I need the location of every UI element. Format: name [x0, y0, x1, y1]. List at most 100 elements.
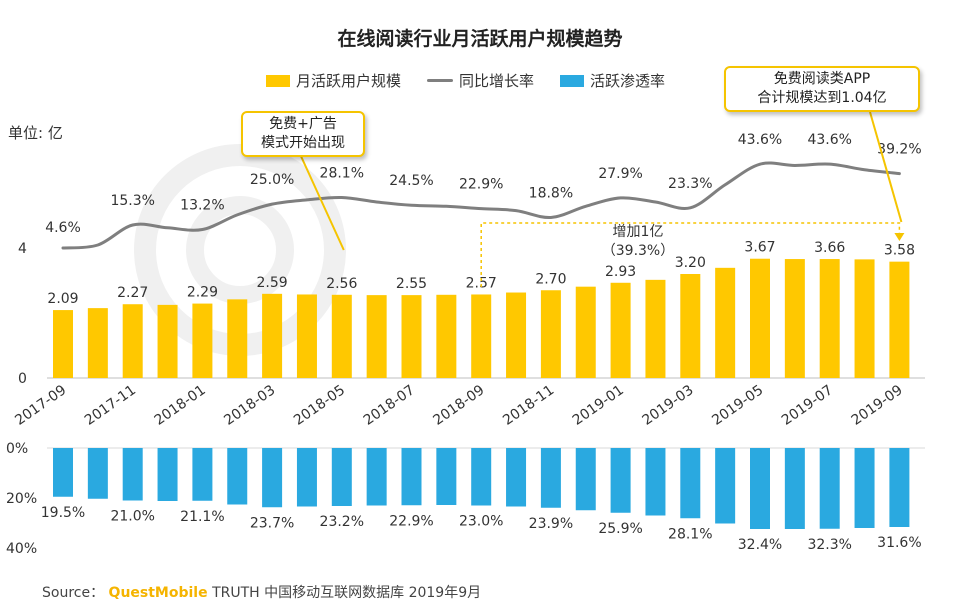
mau-bar: [540, 290, 561, 378]
penetration-bar: [645, 448, 666, 516]
mau-bar: [715, 267, 736, 378]
penetration-bar-label: 32.3%: [807, 537, 851, 553]
yoy-point-label: 25.0%: [250, 172, 294, 188]
penetration-bar: [401, 448, 422, 506]
yoy-point-label: 43.6%: [738, 132, 782, 148]
penetration-bar: [366, 448, 387, 506]
mau-bar: [122, 304, 143, 378]
penetration-bar-label: 25.9%: [598, 521, 642, 537]
x-tick-label: 2018-05: [291, 382, 348, 429]
y-tick-label: 0: [18, 371, 27, 387]
mau-bar-label: 2.93: [605, 264, 636, 280]
penetration-bar: [506, 448, 527, 507]
penetration-bar: [784, 448, 805, 529]
yoy-point-label: 43.6%: [807, 132, 851, 148]
penetration-bar: [53, 448, 73, 497]
mau-bar-label: 3.58: [884, 243, 915, 259]
penetration-bar: [575, 448, 596, 511]
source-prefix: Source：: [42, 585, 105, 601]
mau-bar: [784, 259, 805, 378]
mau-bar: [262, 293, 283, 378]
yoy-point-label: 22.9%: [459, 177, 503, 193]
unit-label: 单位: 亿: [8, 124, 63, 142]
mau-bar-label: 2.27: [117, 285, 148, 301]
yoy-point-label: 39.2%: [877, 142, 921, 158]
penetration-bar-label: 28.1%: [668, 526, 712, 542]
callout-free-ad-pointer: [299, 153, 345, 251]
x-tick-label: 2019-01: [570, 382, 627, 429]
x-tick-label: 2018-07: [361, 382, 418, 429]
penetration-tick-label: 20%: [6, 491, 37, 507]
x-tick-label: 2019-09: [849, 382, 906, 429]
increase-annotation: 增加1亿 （39.3%）: [583, 223, 693, 261]
callout-free-app-line1: 免费阅读类APP: [773, 71, 871, 87]
penetration-bar-label: 21.1%: [180, 509, 224, 525]
penetration-bar: [192, 448, 213, 501]
source-suffix: TRUTH 中国移动互联网数据库 2019年9月: [212, 585, 482, 601]
legend-swatch-penetration: [560, 74, 585, 87]
penetration-tick-label: 40%: [6, 541, 37, 557]
mau-bar: [471, 294, 492, 378]
penetration-bar: [889, 448, 910, 527]
mau-bar: [506, 292, 527, 378]
legend-item-mau: 月活跃用户规模: [266, 70, 401, 91]
penetration-bar: [854, 448, 875, 528]
chart-title: 在线阅读行业月活跃用户规模趋势: [337, 28, 623, 50]
mau-bar: [436, 294, 457, 378]
penetration-bar-label: 23.9%: [529, 516, 573, 532]
mau-bar: [680, 274, 701, 378]
yoy-point-label: 24.5%: [389, 173, 433, 189]
penetration-bar-label: 23.0%: [459, 514, 503, 530]
x-tick-label: 2018-03: [221, 382, 278, 429]
source-brand: QuestMobile: [108, 585, 208, 601]
mau-bar-label: 2.57: [466, 275, 497, 291]
yoy-point-label: 13.2%: [180, 198, 224, 214]
legend-label-penetration: 活跃渗透率: [590, 72, 666, 90]
increase-bracket-arrow: [894, 233, 905, 241]
penetration-bar: [436, 448, 457, 505]
mau-bar: [331, 294, 352, 378]
mau-bar-label: 2.70: [535, 271, 566, 287]
legend-swatch-yoy: [427, 79, 454, 82]
yoy-point-label: 28.1%: [320, 165, 364, 181]
callout-free-ad: 免费+广告 模式开始出现: [241, 111, 365, 157]
mau-bar: [192, 303, 213, 378]
mau-bar-label: 2.55: [396, 276, 427, 292]
mau-bar-label: 3.20: [675, 255, 706, 271]
callout-free-ad-line2: 模式开始出现: [261, 135, 345, 151]
x-tick-label: 2018-01: [152, 382, 209, 429]
mau-bar: [87, 308, 108, 378]
y-tick-label: 4: [18, 241, 27, 257]
penetration-bar: [610, 448, 631, 513]
penetration-bar-label: 23.7%: [250, 515, 294, 531]
yoy-point-label: 27.9%: [598, 166, 642, 182]
yoy-point-label: 4.6%: [45, 220, 81, 236]
penetration-bar: [680, 448, 701, 519]
penetration-tick-label: 0%: [6, 441, 28, 457]
penetration-bar-label: 31.6%: [877, 535, 921, 551]
x-tick-label: 2017-11: [82, 382, 139, 429]
source-note: Source： QuestMobile TRUTH 中国移动互联网数据库 201…: [42, 582, 481, 602]
mau-bar: [645, 279, 666, 378]
penetration-bar: [750, 448, 770, 529]
penetration-bar: [715, 448, 736, 524]
legend-label-yoy: 同比增长率: [459, 72, 535, 90]
increase-line2: （39.3%）: [601, 243, 675, 259]
x-tick-label: 2019-07: [779, 382, 836, 429]
penetration-bar-label: 32.4%: [738, 537, 782, 553]
mau-bar: [610, 282, 631, 378]
mau-bar: [53, 310, 73, 378]
mau-bar: [575, 286, 596, 378]
penetration-bar: [331, 448, 352, 506]
mau-bar: [296, 294, 317, 378]
yoy-point-label: 15.3%: [110, 193, 154, 209]
mau-bar: [401, 295, 422, 378]
callout-free-app-line2: 合计规模达到1.04亿: [757, 90, 887, 106]
yoy-line: [61, 161, 901, 250]
penetration-bar: [122, 448, 143, 501]
mau-bar: [750, 258, 770, 378]
yoy-point-label: 23.3%: [668, 176, 712, 192]
callout-free-app-pointer: [869, 111, 903, 223]
x-tick-label: 2018-11: [500, 382, 557, 429]
